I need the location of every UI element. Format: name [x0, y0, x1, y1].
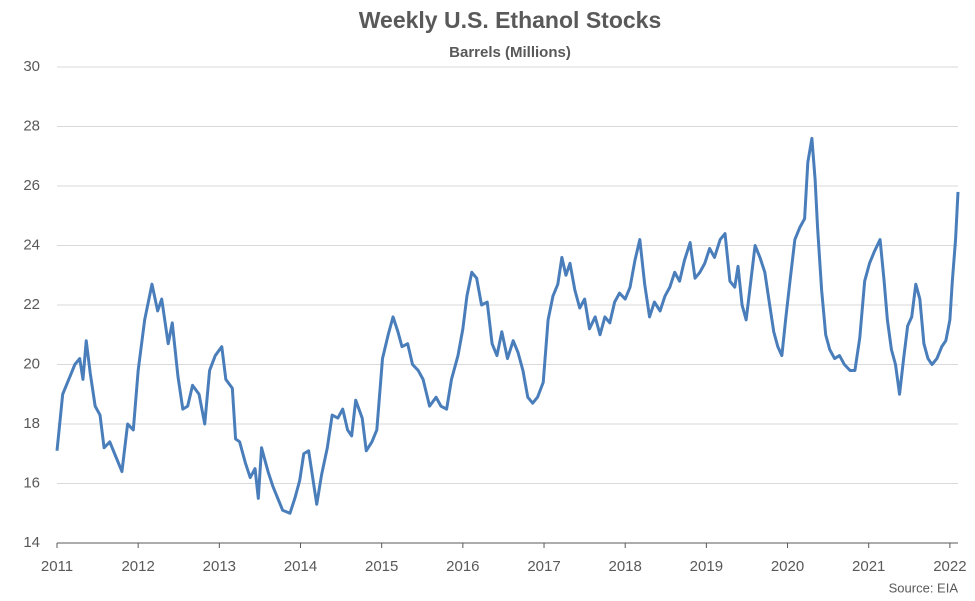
- chart-subtitle: Barrels (Millions): [449, 44, 571, 61]
- x-tick-label: 2019: [690, 558, 723, 575]
- y-tick-label: 24: [23, 236, 40, 253]
- x-tick-label: 2015: [365, 558, 398, 575]
- x-tick-label: 2020: [771, 558, 804, 575]
- y-tick-label: 22: [23, 296, 40, 313]
- chart-title: Weekly U.S. Ethanol Stocks: [359, 7, 662, 33]
- x-tick-label: 2016: [446, 558, 479, 575]
- y-tick-label: 14: [23, 534, 40, 551]
- source-note: Source: EIA: [889, 580, 959, 595]
- x-tick-label: 2018: [609, 558, 642, 575]
- y-tick-label: 16: [23, 474, 40, 491]
- x-tick-label: 2012: [121, 558, 154, 575]
- x-tick-label: 2014: [284, 558, 317, 575]
- x-tick-label: 2021: [852, 558, 885, 575]
- x-tick-label: 2022: [933, 558, 966, 575]
- x-tick-label: 2017: [527, 558, 560, 575]
- y-tick-label: 18: [23, 415, 40, 432]
- y-tick-label: 26: [23, 177, 40, 194]
- x-tick-label: 2013: [203, 558, 236, 575]
- y-tick-label: 20: [23, 355, 40, 372]
- y-tick-label: 30: [23, 58, 40, 75]
- data-line: [55, 136, 960, 515]
- y-tick-label: 28: [23, 117, 40, 134]
- x-tick-label: 2011: [41, 558, 73, 575]
